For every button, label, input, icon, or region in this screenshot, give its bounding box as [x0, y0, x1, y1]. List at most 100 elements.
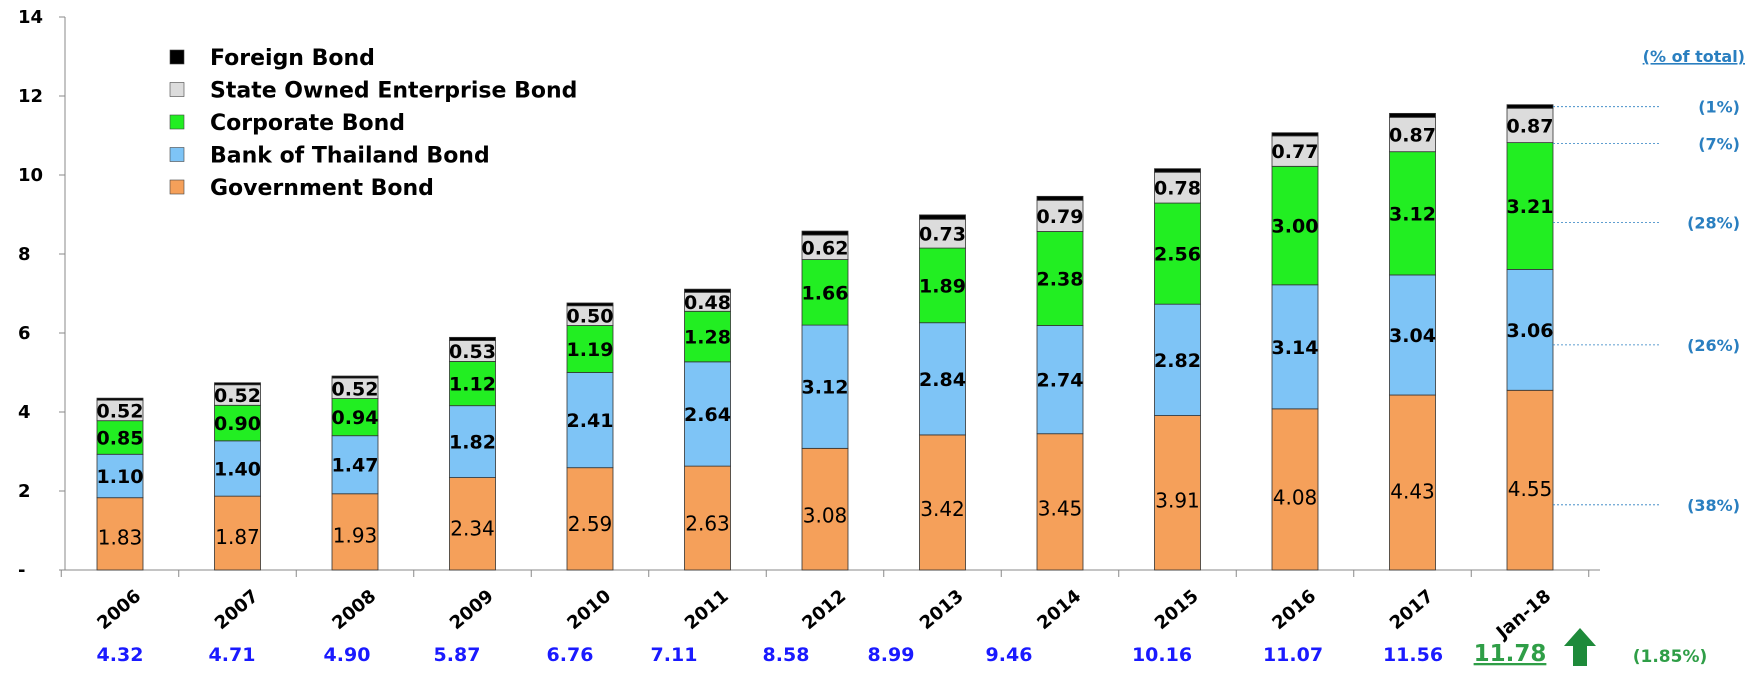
data-label: 0.52 — [214, 385, 261, 407]
data-label: 1.93 — [333, 524, 378, 548]
data-label: 3.91 — [1155, 488, 1200, 512]
bar-segment — [1271, 284, 1319, 410]
share-label: (26%) — [1687, 336, 1740, 355]
data-label: 1.10 — [97, 466, 144, 488]
bar-segment — [96, 497, 144, 571]
bar-segment — [801, 259, 849, 326]
data-label: 4.08 — [1273, 485, 1318, 509]
data-label: 3.12 — [1389, 203, 1436, 225]
x-tick-label: 2012 — [798, 586, 850, 634]
bar-segment — [214, 382, 261, 386]
data-label: 3.00 — [1272, 216, 1319, 238]
bar-stack-2013: 3.42 2.84 1.89 0.73 — [919, 214, 966, 571]
data-label: 1.89 — [919, 275, 966, 297]
data-label: 4.55 — [1508, 477, 1553, 501]
total-value: 4.71 — [209, 644, 256, 666]
legend-swatch — [169, 114, 185, 130]
y-tick-label: 4 — [18, 402, 31, 423]
data-label: 0.53 — [449, 341, 496, 363]
data-label: 4.43 — [1390, 479, 1435, 503]
y-tick-label: 2 — [18, 481, 31, 502]
data-label: 1.82 — [449, 432, 496, 454]
bar-segment — [1036, 325, 1084, 435]
bar-segment — [214, 440, 261, 497]
bar-segment — [684, 310, 731, 363]
data-label: 1.12 — [449, 374, 496, 396]
bar-segment — [331, 435, 379, 495]
share-label: (1%) — [1698, 98, 1740, 117]
bar-segment — [1271, 132, 1319, 137]
bar-segment — [1506, 104, 1554, 109]
bar-stack-2009: 2.34 1.82 1.12 0.53 — [449, 336, 496, 571]
bar-stack-2016: 4.08 3.14 3.00 0.77 — [1271, 132, 1319, 571]
bar-segment — [1389, 151, 1436, 276]
bar-segment — [1271, 165, 1319, 286]
bar-segment — [214, 404, 261, 442]
data-label: 0.87 — [1507, 115, 1554, 137]
bar-segment — [1389, 112, 1436, 118]
data-label: 2.34 — [450, 516, 495, 540]
data-label: 2.82 — [1154, 350, 1201, 372]
data-label: 3.21 — [1507, 196, 1554, 218]
data-label: 2.56 — [1154, 244, 1201, 266]
data-label: 3.12 — [802, 377, 849, 399]
bar-segment — [1506, 269, 1554, 391]
legend-label: State Owned Enterprise Bond — [210, 79, 577, 104]
legend-label: Foreign Bond — [210, 46, 375, 71]
bar-segment — [1154, 168, 1201, 173]
y-tick-label: - — [18, 560, 25, 581]
share-annotations: (% of total) (1%) (7%) (28%) (26%) (38%) — [1553, 47, 1745, 515]
bars: 1.83 1.10 0.85 0.52 1.87 1.40 0.90 0.52 1.93 1.47… — [96, 104, 1554, 571]
bar-segment — [449, 405, 496, 478]
total-value: 4.90 — [324, 644, 371, 666]
share-label: (7%) — [1698, 134, 1740, 153]
data-label: 0.48 — [684, 292, 731, 314]
legend-swatch — [169, 49, 185, 65]
x-tick-label: 2010 — [563, 586, 615, 634]
data-label: 0.87 — [1389, 125, 1436, 147]
bar-stack-2012: 3.08 3.12 1.66 0.62 — [801, 230, 849, 571]
data-label: 1.28 — [684, 327, 731, 349]
data-label: 0.77 — [1272, 141, 1319, 163]
data-label: 3.45 — [1038, 497, 1083, 521]
y-tick-label: 12 — [18, 86, 43, 107]
data-label: 1.40 — [214, 458, 261, 480]
data-label: 3.06 — [1507, 320, 1554, 342]
bar-stack-2015: 3.91 2.82 2.56 0.78 — [1154, 168, 1201, 571]
bar-segment — [566, 302, 614, 307]
data-label: 1.87 — [215, 525, 260, 549]
bar-segment — [801, 234, 849, 260]
y-tick-label: 14 — [18, 7, 43, 28]
bar-segment — [1389, 394, 1436, 571]
total-value: 4.32 — [97, 644, 144, 666]
x-tick-label: Jan-18 — [1491, 586, 1555, 645]
growth-label: (1.85%) — [1633, 647, 1708, 667]
data-label: 3.14 — [1272, 337, 1319, 359]
bar-segment — [801, 447, 849, 571]
bar-segment — [919, 214, 966, 220]
x-tick-label: 2006 — [93, 586, 145, 634]
bar-segment — [801, 324, 849, 449]
y-tick-label: 8 — [18, 244, 31, 265]
total-value: 5.87 — [434, 644, 481, 666]
x-tick-label: 2016 — [1268, 586, 1320, 634]
data-label: 1.83 — [98, 525, 143, 549]
bar-stack-2008: 1.93 1.47 0.94 0.52 — [331, 375, 379, 571]
bar-segment — [919, 434, 966, 571]
bar-stack-2014: 3.45 2.74 2.38 0.79 — [1036, 195, 1084, 571]
data-label: 2.41 — [567, 410, 614, 432]
legend-swatch — [169, 179, 185, 195]
data-label: 0.85 — [97, 427, 144, 449]
bar-segment — [449, 477, 496, 571]
share-label: (28%) — [1687, 213, 1740, 232]
data-label: 3.04 — [1389, 325, 1436, 347]
total-value: 11.56 — [1383, 644, 1443, 666]
bar-segment — [96, 397, 144, 401]
legend-label: Government Bond — [210, 176, 434, 201]
data-label: 2.59 — [568, 512, 613, 536]
data-label: 0.78 — [1154, 178, 1201, 200]
total-value: 10.16 — [1132, 644, 1192, 666]
bar-segment — [331, 375, 379, 379]
bar-segment — [1154, 171, 1201, 204]
